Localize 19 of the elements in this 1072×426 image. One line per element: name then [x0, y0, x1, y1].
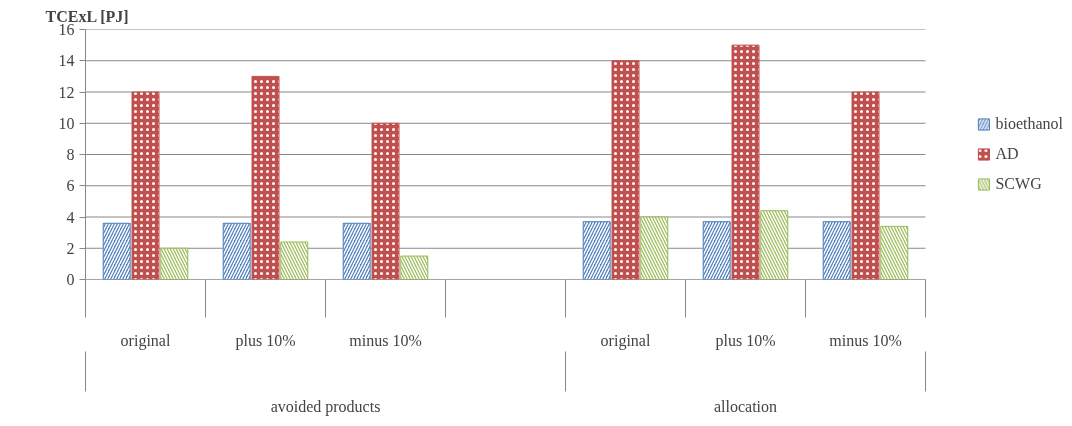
y-tick-label: 4: [66, 208, 75, 226]
text: allocation: [713, 397, 778, 415]
legend-label: AD: [995, 145, 1019, 163]
x-tick-label: plus 10%: [235, 331, 296, 350]
legend-label: bioethanol: [995, 115, 1063, 133]
x-tick-label: minus 10%: [349, 331, 422, 349]
x-tick-label: original: [120, 331, 171, 350]
y-tick-label: 10: [58, 114, 75, 132]
x-tick-label: original: [600, 331, 651, 350]
y-tick-label: 0: [66, 271, 75, 288]
legend-label: SCWG: [995, 175, 1042, 193]
y-tick-label: 6: [66, 177, 75, 195]
y-tick-label: 14: [58, 52, 75, 70]
y-tick-label: 12: [58, 83, 75, 101]
x-tick-label: minus 10%: [829, 331, 902, 349]
y-tick-label: 8: [66, 146, 75, 163]
x-tick-label: plus 10%: [715, 331, 776, 350]
text: avoided products: [270, 397, 381, 416]
y-tick-label: 2: [66, 239, 75, 257]
